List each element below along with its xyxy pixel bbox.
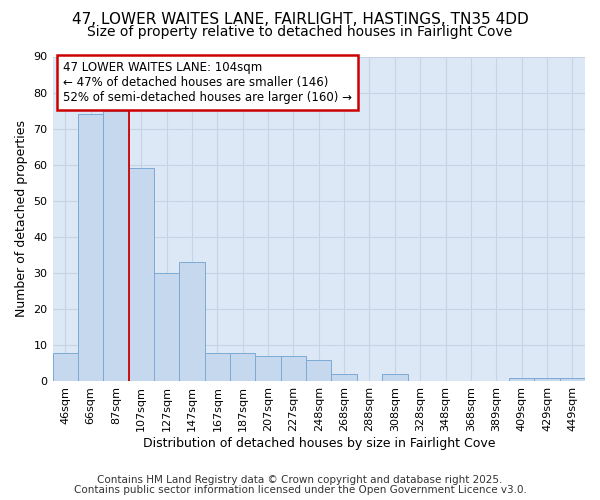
Text: Contains HM Land Registry data © Crown copyright and database right 2025.: Contains HM Land Registry data © Crown c… bbox=[97, 475, 503, 485]
Bar bbox=[331, 374, 357, 382]
Bar bbox=[78, 114, 103, 382]
Bar bbox=[205, 352, 230, 382]
Bar bbox=[53, 352, 78, 382]
Bar bbox=[103, 110, 128, 382]
Text: Size of property relative to detached houses in Fairlight Cove: Size of property relative to detached ho… bbox=[88, 25, 512, 39]
Bar bbox=[179, 262, 205, 382]
Bar bbox=[154, 273, 179, 382]
Bar bbox=[306, 360, 331, 382]
Text: Contains public sector information licensed under the Open Government Licence v3: Contains public sector information licen… bbox=[74, 485, 526, 495]
Bar bbox=[230, 352, 256, 382]
Bar bbox=[281, 356, 306, 382]
Bar bbox=[256, 356, 281, 382]
Bar bbox=[509, 378, 534, 382]
Text: 47 LOWER WAITES LANE: 104sqm
← 47% of detached houses are smaller (146)
52% of s: 47 LOWER WAITES LANE: 104sqm ← 47% of de… bbox=[63, 62, 352, 104]
X-axis label: Distribution of detached houses by size in Fairlight Cove: Distribution of detached houses by size … bbox=[143, 437, 495, 450]
Bar bbox=[534, 378, 560, 382]
Text: 47, LOWER WAITES LANE, FAIRLIGHT, HASTINGS, TN35 4DD: 47, LOWER WAITES LANE, FAIRLIGHT, HASTIN… bbox=[71, 12, 529, 28]
Y-axis label: Number of detached properties: Number of detached properties bbox=[15, 120, 28, 318]
Bar bbox=[382, 374, 407, 382]
Bar bbox=[560, 378, 585, 382]
Bar bbox=[128, 168, 154, 382]
